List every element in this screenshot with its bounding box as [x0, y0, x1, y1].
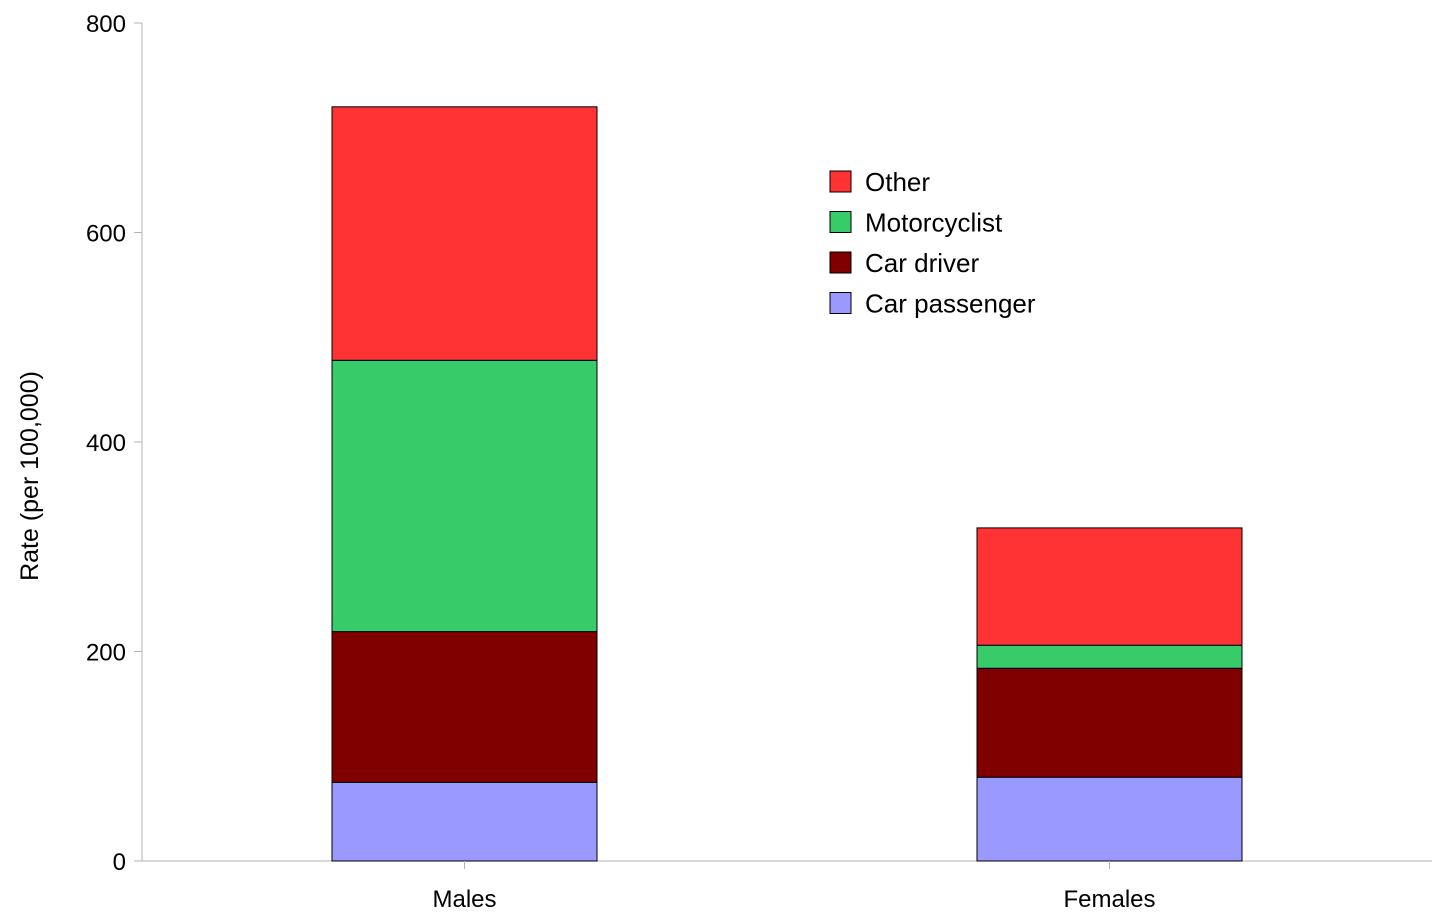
y-tick-label: 0: [113, 849, 126, 876]
legend-label: Motorcyclist: [865, 208, 1003, 238]
bar-segment-car-driver: [331, 631, 598, 783]
bar-segment-car-driver: [976, 667, 1243, 778]
bar-segment-motorcyclist: [976, 644, 1243, 669]
bar-segment-other: [976, 527, 1243, 646]
legend-swatch: [829, 292, 852, 314]
legend-swatch: [829, 170, 852, 193]
bar-segment-car-passenger: [976, 776, 1243, 862]
bar-segment-car-passenger: [331, 781, 598, 862]
legend-swatch: [829, 251, 852, 274]
y-tick-label: 600: [86, 221, 126, 248]
y-tick-label: 200: [86, 640, 126, 667]
x-tick-label: Males: [432, 886, 496, 913]
legend-label: Other: [865, 167, 930, 197]
ticks: 0 200 400 600 800 Males Females: [86, 11, 1156, 913]
legend-label: Car passenger: [865, 289, 1036, 319]
legend: Other Motorcyclist Car driver Car passenger: [829, 167, 1036, 319]
bar-segment-motorcyclist: [331, 359, 598, 633]
y-tick-label: 400: [86, 430, 126, 457]
bars: [331, 106, 1243, 862]
bar-segment-other: [331, 106, 598, 361]
y-axis-title: Rate (per 100,000): [16, 371, 44, 581]
legend-swatch: [829, 211, 852, 233]
y-tick-label: 800: [86, 11, 126, 38]
legend-label: Car driver: [865, 248, 979, 278]
x-tick-label: Females: [1063, 886, 1155, 913]
